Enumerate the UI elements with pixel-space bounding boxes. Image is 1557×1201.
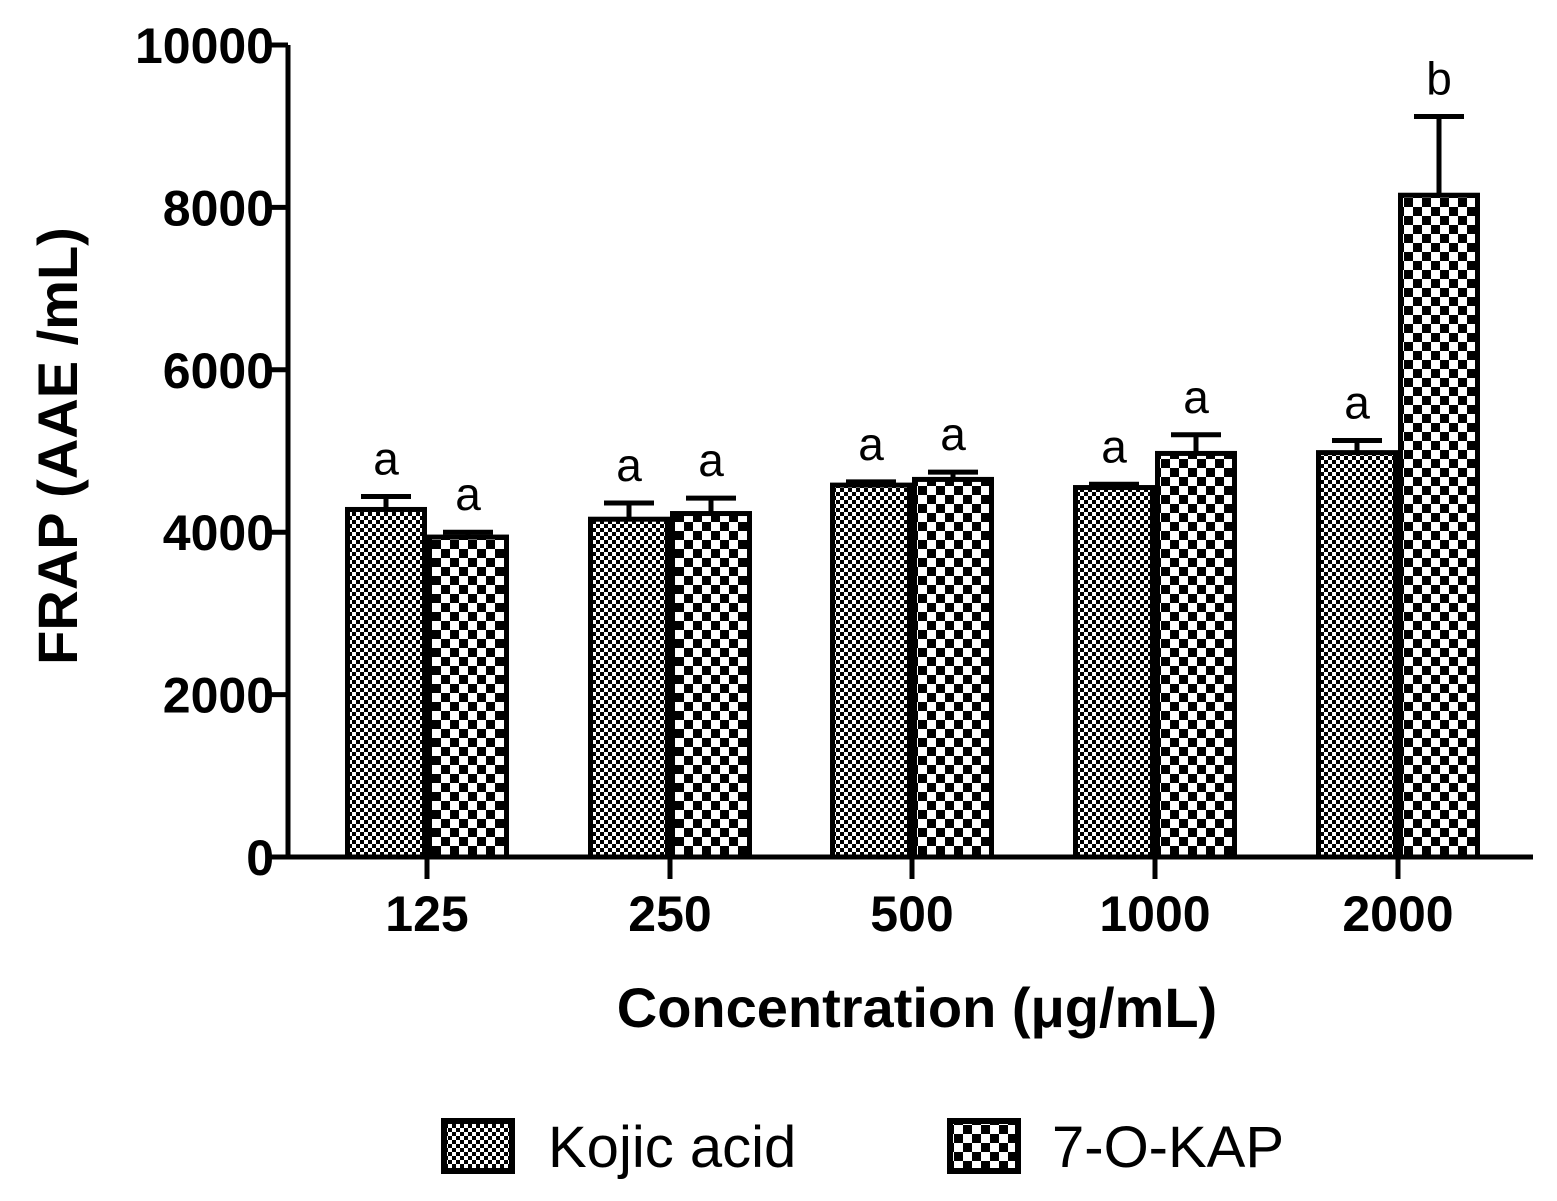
sig-label-7-o-kap-250: a <box>698 434 724 486</box>
legend-item-kojic-acid: Kojic acid <box>441 1115 796 1180</box>
y-tick-label-8000: 8000 <box>163 180 274 236</box>
axes-layer: 125 250 500 1000 2000 0 2000 4000 6000 8000 10000 <box>135 18 1533 942</box>
legend-swatch-7-o-kap <box>947 1118 1021 1174</box>
sig-label-kojic-acid-1000: a <box>1101 420 1127 472</box>
sig-label-7-o-kap-500: a <box>940 408 966 460</box>
bar-7-o-kap-500 <box>912 476 994 860</box>
y-tick-label-6000: 6000 <box>163 343 274 399</box>
bar-kojic-acid-250 <box>588 516 670 860</box>
sig-label-7-o-kap-125: a <box>455 468 481 520</box>
sig-label-kojic-acid-2000: a <box>1344 376 1370 428</box>
y-tick-label-0: 0 <box>246 830 274 886</box>
bar-7-o-kap-2000 <box>1398 192 1480 860</box>
y-tick-label-10000: 10000 <box>135 18 274 74</box>
bar-kojic-acid-125 <box>345 506 427 860</box>
bars-layer: a a a a a a a a a b <box>345 52 1480 860</box>
legend-label-kojic-acid: Kojic acid <box>548 1115 796 1180</box>
sig-label-kojic-acid-250: a <box>616 439 642 491</box>
bar-kojic-acid-500 <box>830 482 912 860</box>
sig-label-7-o-kap-1000: a <box>1183 371 1209 423</box>
bar-7-o-kap-1000 <box>1155 450 1237 860</box>
legend: Kojic acid 7-O-KAP <box>441 1115 1284 1180</box>
legend-swatch-kojic-acid <box>441 1118 515 1174</box>
bar-7-o-kap-250 <box>670 511 752 860</box>
sig-label-kojic-acid-500: a <box>858 418 884 470</box>
x-tick-label-500: 500 <box>870 886 953 942</box>
bar-7-o-kap-125 <box>427 534 509 860</box>
x-axis-title: Concentration (μg/mL) <box>617 976 1217 1039</box>
sig-label-kojic-acid-125: a <box>373 432 399 484</box>
bar-kojic-acid-2000 <box>1316 450 1398 860</box>
legend-item-7-o-kap: 7-O-KAP <box>947 1115 1284 1180</box>
bar-kojic-acid-1000 <box>1073 485 1155 860</box>
x-tick-label-1000: 1000 <box>1099 886 1210 942</box>
sig-label-7-o-kap-2000: b <box>1426 52 1452 104</box>
y-tick-label-4000: 4000 <box>163 505 274 561</box>
x-tick-label-250: 250 <box>628 886 711 942</box>
y-axis-title: FRAP (AAE /mL) <box>26 227 89 665</box>
legend-label-7-o-kap: 7-O-KAP <box>1052 1115 1284 1180</box>
y-tick-label-2000: 2000 <box>163 668 274 724</box>
x-tick-label-125: 125 <box>385 886 468 942</box>
x-tick-label-2000: 2000 <box>1342 886 1453 942</box>
